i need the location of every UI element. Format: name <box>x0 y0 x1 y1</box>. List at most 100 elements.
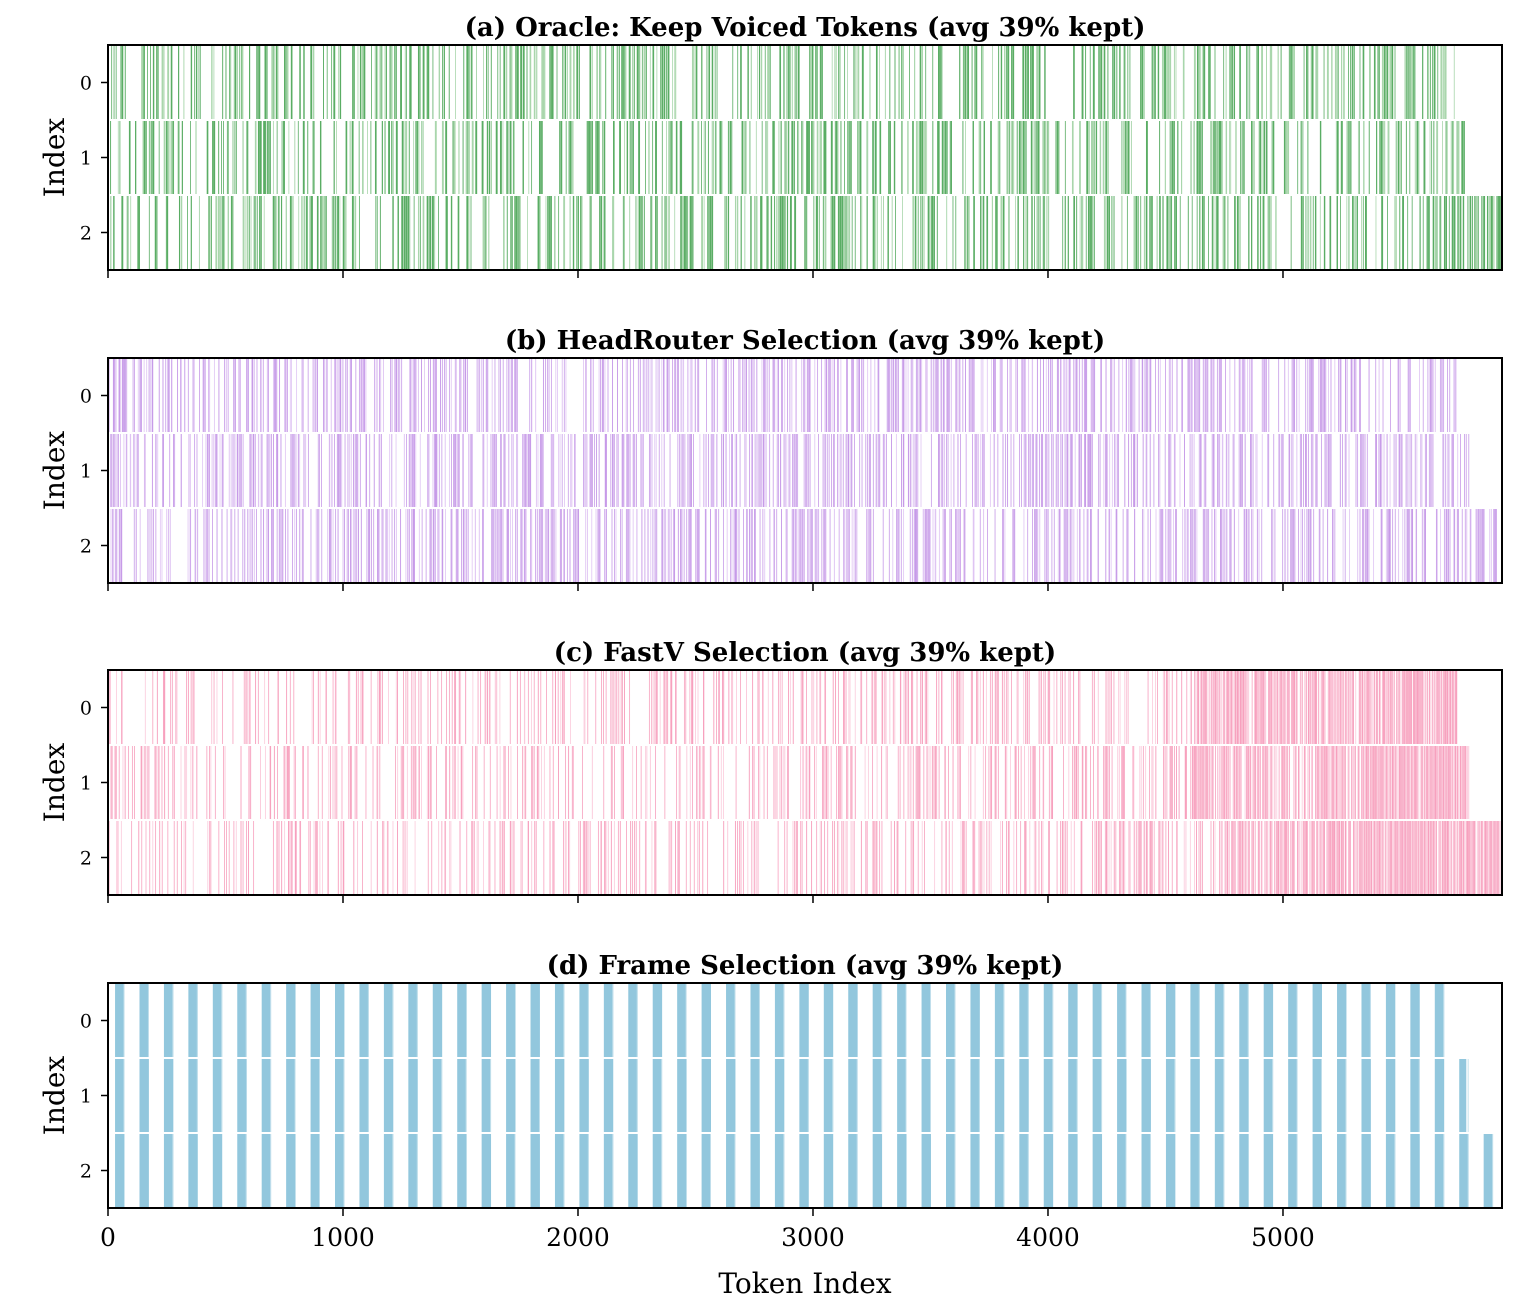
kept-token-mark <box>565 821 567 894</box>
kept-token-mark <box>428 434 430 507</box>
kept-token-mark <box>917 509 919 582</box>
kept-token-mark <box>1262 671 1263 744</box>
kept-token-mark <box>1446 671 1448 744</box>
kept-token-mark <box>605 46 607 119</box>
kept-token-mark <box>232 671 234 744</box>
kept-token-mark <box>828 359 830 432</box>
kept-token-mark <box>1425 821 1427 894</box>
kept-token-mark <box>775 746 776 819</box>
kept-token-mark <box>616 46 618 119</box>
kept-token-mark <box>894 821 895 894</box>
kept-token-mark <box>809 746 811 819</box>
kept-token-mark <box>1232 434 1234 507</box>
kept-token-mark <box>838 821 840 894</box>
kept-token-mark <box>1400 671 1402 744</box>
kept-token-mark <box>253 359 255 432</box>
kept-token-mark <box>412 359 414 432</box>
kept-token-mark <box>487 359 489 432</box>
kept-token-mark <box>512 121 514 194</box>
kept-token-mark <box>1336 121 1339 194</box>
kept-token-mark <box>242 121 244 194</box>
kept-token-mark <box>831 746 832 819</box>
kept-token-mark <box>482 509 483 582</box>
kept-token-mark <box>1394 46 1396 119</box>
kept-token-mark <box>216 434 218 507</box>
kept-token-mark <box>196 984 198 1057</box>
kept-token-mark <box>119 434 121 507</box>
kept-token-mark <box>328 509 330 582</box>
kept-token-mark <box>1110 359 1112 432</box>
kept-token-mark <box>285 46 287 119</box>
kept-token-mark <box>1394 746 1395 819</box>
kept-token-mark <box>848 671 850 744</box>
kept-token-mark <box>523 509 525 582</box>
kept-token-mark <box>1333 746 1335 819</box>
kept-token-mark <box>742 359 744 432</box>
kept-token-mark <box>1196 746 1198 819</box>
kept-token-mark <box>792 821 794 894</box>
kept-token-mark <box>777 671 779 744</box>
kept-token-mark <box>685 984 687 1057</box>
kept-token-mark <box>420 671 422 744</box>
kept-token-mark <box>172 746 174 819</box>
kept-token-mark <box>1211 359 1213 432</box>
kept-token-mark <box>1180 359 1182 432</box>
kept-token-mark <box>259 196 261 269</box>
kept-token-mark <box>941 46 943 119</box>
kept-token-mark <box>1168 359 1170 432</box>
kept-token-mark <box>295 821 297 894</box>
kept-token-mark <box>529 359 531 432</box>
kept-token-mark <box>903 509 905 582</box>
kept-token-mark <box>808 46 810 119</box>
kept-token-mark <box>1113 196 1115 269</box>
kept-token-mark <box>1105 821 1107 894</box>
kept-token-mark <box>1006 746 1008 819</box>
kept-token-mark <box>576 196 578 269</box>
kept-token-mark <box>695 671 696 744</box>
kept-token-mark <box>1293 746 1295 819</box>
kept-token-mark <box>681 509 683 582</box>
kept-token-mark <box>823 434 825 507</box>
kept-token-mark <box>1223 509 1224 582</box>
kept-token-mark <box>693 434 694 507</box>
kept-token-mark <box>910 671 912 744</box>
kept-token-mark <box>379 359 381 432</box>
kept-token-mark <box>323 196 325 269</box>
kept-token-mark <box>424 359 425 432</box>
kept-token-mark <box>522 121 524 194</box>
kept-token-mark <box>111 434 113 507</box>
kept-token-mark <box>1416 121 1419 194</box>
kept-token-mark <box>289 821 291 894</box>
kept-token-mark <box>463 359 465 432</box>
kept-token-mark <box>145 821 147 894</box>
kept-token-mark <box>878 434 880 507</box>
kept-token-mark <box>1454 821 1456 894</box>
kept-token-mark <box>905 821 907 894</box>
kept-token-mark <box>199 46 201 119</box>
kept-token-mark <box>1264 821 1265 894</box>
kept-token-mark <box>516 359 518 432</box>
kept-token-mark <box>1062 821 1064 894</box>
kept-token-mark <box>272 434 274 507</box>
kept-token-mark <box>1251 359 1253 432</box>
kept-token-mark <box>213 121 216 194</box>
kept-token-mark <box>876 196 878 269</box>
kept-token-mark <box>1321 434 1322 507</box>
kept-token-mark <box>450 509 452 582</box>
kept-token-mark <box>974 746 976 819</box>
kept-token-mark <box>1319 746 1321 819</box>
kept-token-mark <box>223 121 224 194</box>
kept-token-mark <box>483 746 485 819</box>
kept-token-mark <box>1448 434 1450 507</box>
kept-token-mark <box>466 46 467 119</box>
kept-token-mark <box>644 821 646 894</box>
kept-token-mark <box>489 821 491 894</box>
kept-token-mark <box>885 746 887 819</box>
kept-token-mark <box>1389 671 1391 744</box>
kept-token-mark <box>445 196 447 269</box>
kept-token-mark <box>1425 821 1426 894</box>
kept-token-mark <box>1079 359 1081 432</box>
kept-token-mark <box>1060 509 1062 582</box>
kept-token-mark <box>805 434 807 507</box>
kept-token-mark <box>1331 821 1332 894</box>
